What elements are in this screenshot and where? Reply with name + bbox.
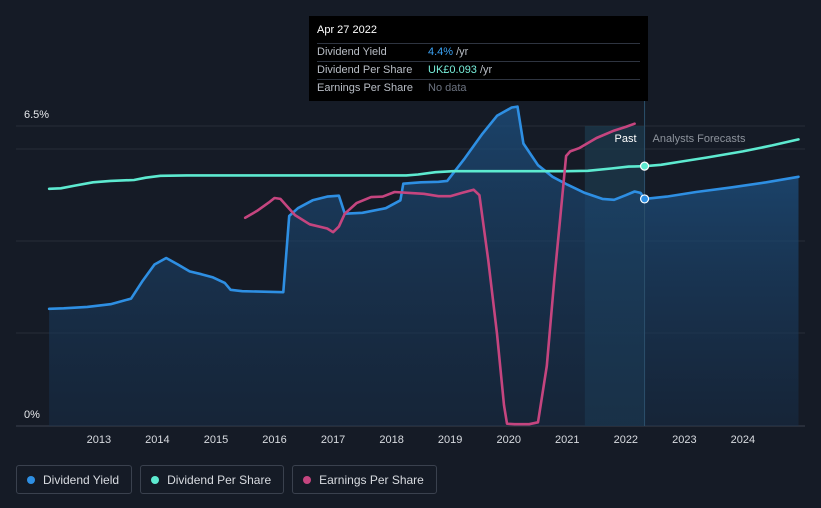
x-tick-label: 2022: [614, 434, 638, 446]
tooltip-row-value: UK£0.093: [428, 64, 477, 76]
analysts-forecasts-label: Analysts Forecasts: [653, 133, 746, 145]
tooltip-row-value: 4.4%: [428, 46, 454, 58]
earnings-per-share-line: [243, 122, 636, 426]
x-tick-label: 2023: [672, 434, 696, 446]
x-tick-label: 2019: [438, 434, 462, 446]
legend-label: Earnings Per Share: [319, 472, 424, 487]
y-tick-label: 0%: [24, 409, 40, 421]
dividend-yield-area: [49, 106, 645, 426]
x-tick-label: 2015: [204, 434, 228, 446]
tooltip-row-label: Earnings Per Share: [317, 82, 413, 94]
past-label: Past: [615, 133, 637, 145]
tooltip: Apr 27 2022 Dividend Yield 4.4% /yr Divi…: [309, 16, 648, 101]
legend-label: Dividend Yield: [43, 472, 120, 487]
legend-item-dividend-per-share[interactable]: Dividend Per Share: [140, 465, 285, 494]
legend-dot-icon: [27, 475, 35, 484]
y-tick-label: 6.5%: [24, 109, 49, 121]
tooltip-row-label: Dividend Yield: [317, 46, 387, 58]
tooltip-row-label: Dividend Per Share: [317, 64, 413, 76]
area-layer: [49, 106, 799, 426]
x-tick-label: 2018: [379, 434, 403, 446]
x-tick-label: 2024: [731, 434, 755, 446]
line-layer: [47, 105, 800, 426]
tooltip-row-unit: /yr: [479, 64, 493, 76]
legend-label: Dividend Per Share: [167, 472, 272, 487]
current-value-marker: [639, 161, 650, 171]
tooltip-row-earnings-per-share: Earnings Per Share No data: [317, 79, 640, 97]
legend-dot-icon: [151, 475, 160, 484]
legend-dot-icon: [303, 475, 312, 484]
dividend-yield-forecast-area: [644, 176, 799, 426]
dividend-per-share-line: [47, 164, 646, 191]
x-tick-label: 2021: [555, 434, 579, 446]
tooltip-row-value: No data: [428, 82, 467, 94]
x-tick-label: 2014: [145, 434, 169, 446]
axis-layer: 2013 2014 2015 2016 2017 2018 2019 2020 2021 2022…: [24, 109, 755, 446]
dividend-yield-forecast-line: [643, 175, 800, 201]
legend-item-earnings-per-share[interactable]: Earnings Per Share: [292, 465, 437, 494]
legend-item-dividend-yield[interactable]: Dividend Yield: [16, 465, 133, 494]
tooltip-row-unit: /yr: [456, 46, 469, 58]
tooltip-row-dividend-per-share: Dividend Per Share UK£0.093 /yr: [317, 61, 640, 79]
current-value-marker: [639, 194, 650, 204]
legend: Dividend Yield Dividend Per Share Earnin…: [16, 465, 437, 494]
marker-layer: [639, 161, 650, 204]
x-tick-label: 2017: [321, 434, 345, 446]
tooltip-row-dividend-yield: Dividend Yield 4.4% /yr: [317, 43, 640, 61]
x-tick-label: 2020: [496, 434, 520, 446]
dividend-per-share-forecast-line: [643, 138, 800, 168]
x-tick-label: 2013: [87, 434, 111, 446]
x-tick-label: 2016: [262, 434, 286, 446]
tooltip-date: Apr 27 2022: [317, 24, 377, 36]
